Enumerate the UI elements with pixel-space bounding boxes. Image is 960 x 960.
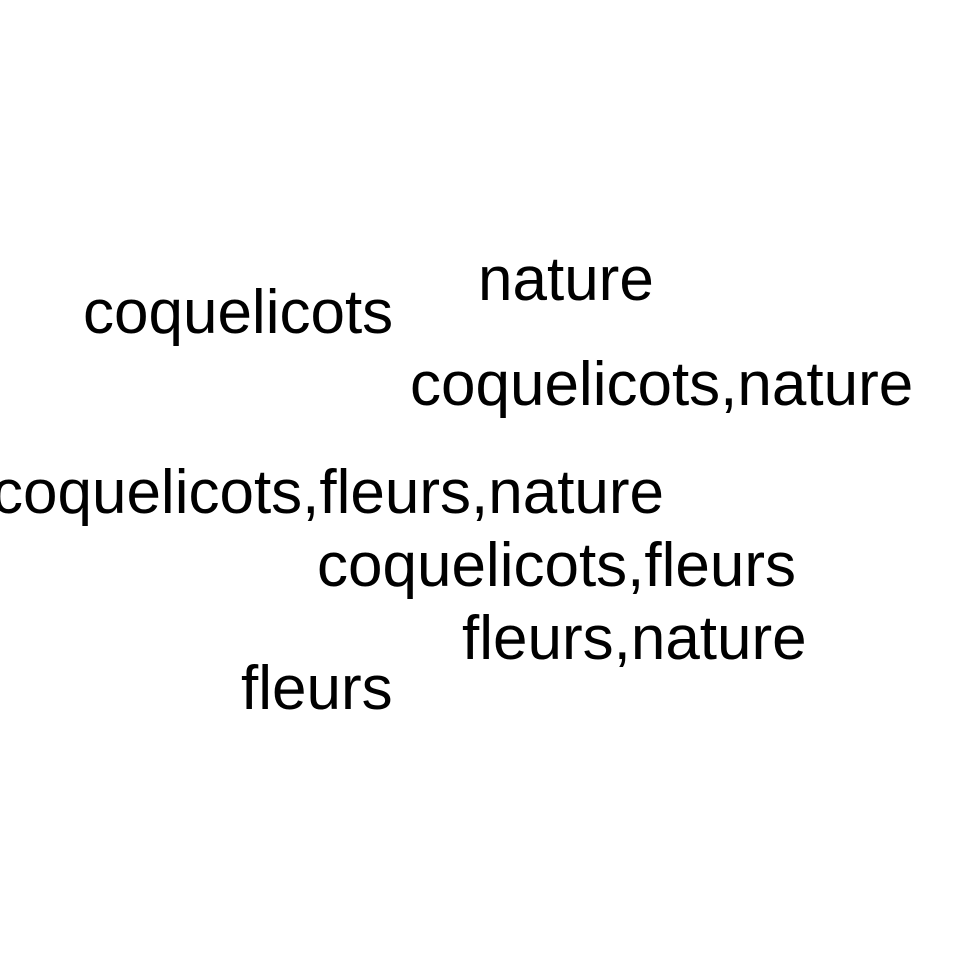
word-fleurs: fleurs: [241, 654, 393, 723]
word-coquelicots-fleurs-nature: coquelicots,fleurs,nature: [0, 458, 665, 527]
word-coquelicots-nature: coquelicots,nature: [410, 350, 914, 419]
word-coquelicots-fleurs: coquelicots,fleurs: [317, 531, 797, 600]
word-nature: nature: [478, 245, 654, 314]
word-fleurs-nature: fleurs,nature: [462, 604, 807, 673]
word-coquelicots: coquelicots: [83, 278, 394, 347]
